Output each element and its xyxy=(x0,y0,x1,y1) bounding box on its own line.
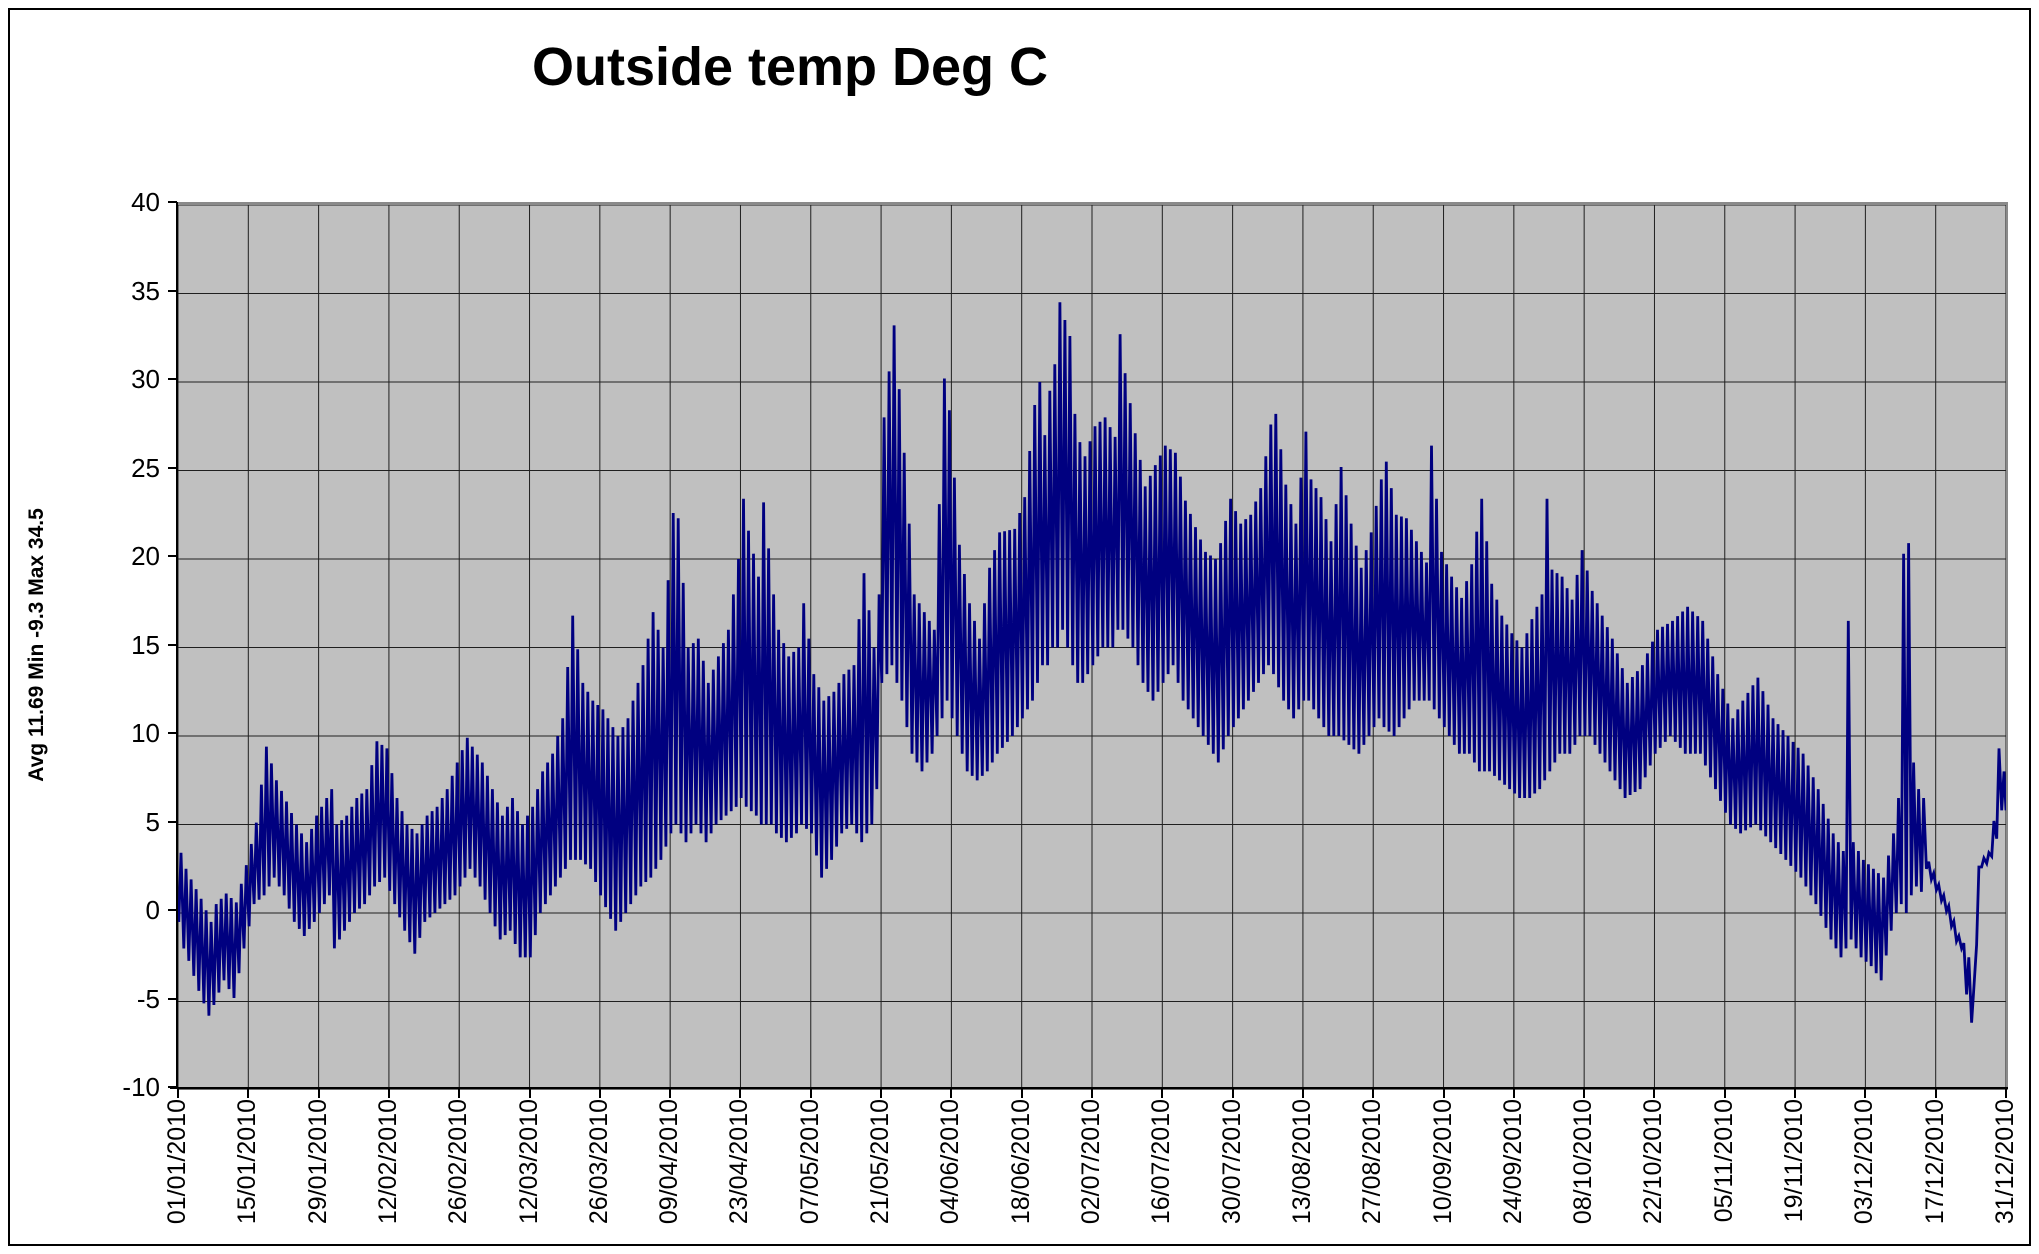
x-tick-label-text: 22/10/2010 xyxy=(1639,1099,1668,1225)
y-tick-mark xyxy=(168,732,177,734)
y-tick-label: -5 xyxy=(136,983,160,1014)
x-tick-label-text: 17/12/2010 xyxy=(1920,1099,1949,1225)
temperature-series xyxy=(178,302,2006,1023)
x-tick-label-text: 16/07/2010 xyxy=(1147,1099,1176,1225)
x-tick-mark xyxy=(458,1089,461,1098)
x-tick-label-text: 10/09/2010 xyxy=(1428,1099,1457,1225)
x-tick-label-text: 12/02/2010 xyxy=(373,1099,402,1225)
y-tick-mark xyxy=(168,997,177,1000)
chart-title: Outside temp Deg C xyxy=(531,37,1049,97)
x-tick-label-text: 31/12/2010 xyxy=(1991,1099,2019,1225)
x-tick-label-text: 27/08/2010 xyxy=(1358,1099,1387,1225)
x-tick-mark xyxy=(1512,1089,1515,1098)
x-tick-label-text: 26/02/2010 xyxy=(444,1099,473,1225)
x-tick-label-text: 09/04/2010 xyxy=(655,1099,684,1225)
x-tick-mark xyxy=(1442,1089,1445,1098)
x-tick-label-text: 26/03/2010 xyxy=(584,1099,613,1225)
x-tick-mark xyxy=(1301,1089,1304,1098)
x-tick-mark xyxy=(2005,1089,2007,1098)
x-tick-mark xyxy=(1091,1089,1093,1098)
x-tick-mark xyxy=(950,1089,953,1098)
x-tick-mark xyxy=(247,1089,250,1098)
x-tick-mark xyxy=(1794,1089,1797,1098)
x-tick-label-text: 19/11/2010 xyxy=(1780,1099,1809,1223)
x-tick-mark xyxy=(528,1089,531,1098)
x-tick-label-text: 07/05/2010 xyxy=(795,1099,824,1225)
x-tick-label-text: 24/09/2010 xyxy=(1498,1099,1527,1225)
x-tick-label-text: 05/11/2010 xyxy=(1709,1099,1738,1223)
y-tick-label: -10 xyxy=(122,1072,160,1102)
x-tick-label-text: 08/10/2010 xyxy=(1569,1099,1598,1225)
y-tick-mark xyxy=(168,820,177,823)
x-tick-label-text: 12/03/2010 xyxy=(514,1099,543,1225)
y-tick-label: 35 xyxy=(131,275,160,306)
y-tick-label: 20 xyxy=(131,541,160,571)
x-tick-label-text: 21/05/2010 xyxy=(866,1099,895,1225)
x-tick-label-text: 23/04/2010 xyxy=(725,1099,754,1225)
x-tick-label-text: 13/08/2010 xyxy=(1287,1099,1316,1225)
x-tick-label-text: 01/01/2010 xyxy=(163,1099,191,1225)
y-tick-label: 0 xyxy=(145,895,160,925)
x-tick-mark xyxy=(1723,1089,1726,1098)
x-tick-mark xyxy=(880,1089,883,1098)
y-tick-label: 30 xyxy=(131,364,160,394)
y-tick-mark xyxy=(168,909,177,911)
x-tick-mark xyxy=(1653,1089,1656,1098)
x-axis-line xyxy=(170,1087,2008,1089)
y-axis-line xyxy=(176,202,178,1089)
y-tick-mark xyxy=(168,466,177,469)
x-tick-mark xyxy=(1161,1089,1164,1098)
x-tick-mark xyxy=(317,1089,320,1098)
x-tick-label-text: 29/01/2010 xyxy=(303,1099,332,1225)
x-tick-mark xyxy=(1231,1089,1234,1098)
x-tick-mark xyxy=(387,1089,390,1098)
x-tick-label-text: 18/06/2010 xyxy=(1006,1099,1035,1225)
x-tick-mark xyxy=(598,1089,601,1098)
y-tick-label: 10 xyxy=(131,718,160,748)
y-tick-mark xyxy=(168,378,177,380)
x-tick-label-text: 02/07/2010 xyxy=(1077,1099,1105,1225)
y-tick-mark xyxy=(168,1086,177,1088)
x-tick-mark xyxy=(809,1089,812,1098)
x-tick-mark xyxy=(1583,1089,1586,1098)
y-tick-mark xyxy=(168,643,177,646)
y-tick-mark xyxy=(168,289,177,292)
x-tick-label-text: 15/01/2010 xyxy=(233,1099,262,1225)
x-tick-mark xyxy=(1020,1089,1023,1098)
y-tick-label: 25 xyxy=(131,452,160,483)
y-tick-mark xyxy=(168,555,177,557)
x-tick-label-text: 04/06/2010 xyxy=(936,1099,965,1225)
y-tick-label: 15 xyxy=(131,629,160,660)
temperature-chart xyxy=(178,205,2006,1090)
x-tick-mark xyxy=(1934,1089,1937,1098)
x-tick-mark xyxy=(177,1089,179,1098)
x-tick-mark xyxy=(1864,1089,1867,1098)
x-tick-mark xyxy=(1372,1089,1375,1098)
x-tick-mark xyxy=(739,1089,742,1098)
y-tick-label: 5 xyxy=(145,806,160,837)
x-tick-label-text: 03/12/2010 xyxy=(1850,1099,1879,1225)
y-tick-label: 40 xyxy=(131,187,160,217)
plot-area xyxy=(178,202,2008,1090)
x-tick-mark xyxy=(669,1089,672,1098)
y-tick-mark xyxy=(168,201,177,203)
x-tick-label-text: 30/07/2010 xyxy=(1217,1099,1246,1225)
